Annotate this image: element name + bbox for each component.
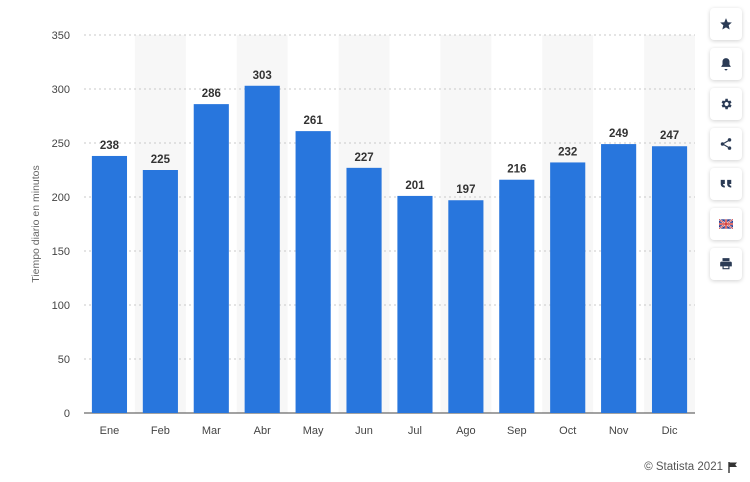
bar	[448, 200, 484, 413]
statista-credit[interactable]: © Statista 2021	[644, 461, 738, 473]
y-tick-label: 150	[52, 246, 70, 258]
data-label: 238	[100, 140, 120, 152]
bar	[651, 146, 688, 414]
bars	[91, 85, 688, 414]
data-label: 232	[558, 146, 577, 158]
data-label: 261	[304, 115, 324, 127]
notification-button[interactable]	[710, 48, 742, 80]
y-axis-label: Tiempo diario en minutos	[30, 165, 42, 283]
y-tick-label: 250	[52, 138, 70, 150]
x-tick-label: Jun	[355, 425, 373, 437]
data-label: 249	[609, 128, 628, 140]
data-label: 303	[253, 70, 272, 82]
print-button[interactable]	[710, 248, 742, 280]
settings-button[interactable]	[710, 88, 742, 120]
quote-icon	[720, 179, 732, 188]
bar	[499, 179, 535, 413]
x-tick-label: May	[303, 425, 324, 437]
bar	[295, 131, 331, 413]
credit-text: © Statista 2021	[644, 461, 723, 473]
x-tick-label: Oct	[559, 425, 576, 437]
data-labels: 238 225 286 303 261 227 201 197 216 232 249 247	[100, 70, 679, 196]
bar	[142, 170, 178, 413]
x-tick-label: Abr	[254, 425, 271, 437]
data-label: 225	[151, 154, 171, 166]
gear-icon	[721, 98, 732, 110]
y-tick-label: 50	[58, 354, 70, 366]
print-icon	[720, 258, 732, 270]
x-tick-label: Jul	[408, 425, 422, 437]
y-tick-label: 300	[52, 84, 70, 96]
bell-icon	[721, 58, 731, 71]
cite-button[interactable]	[710, 168, 742, 200]
x-axis-ticks: Ene Feb Mar Abr May Jun Jul Ago Sep Oct Nov Dic	[100, 425, 678, 437]
bar	[244, 85, 280, 413]
bar	[601, 144, 637, 413]
share-icon	[720, 138, 732, 150]
bar	[550, 162, 586, 413]
x-tick-label: Mar	[202, 425, 221, 437]
data-label: 197	[456, 184, 475, 196]
flag-icon	[728, 461, 737, 473]
favorite-button[interactable]	[710, 8, 742, 40]
bar	[91, 155, 128, 413]
x-tick-label: Ago	[456, 425, 476, 437]
y-tick-label: 200	[52, 192, 70, 204]
data-label: 227	[354, 152, 373, 164]
toolbar	[710, 8, 742, 288]
data-label: 286	[202, 88, 221, 100]
x-tick-label: Feb	[151, 425, 170, 437]
data-label: 247	[660, 130, 679, 142]
data-label: 216	[507, 164, 526, 176]
star-icon	[720, 18, 732, 30]
data-label: 201	[405, 180, 425, 192]
bar	[193, 104, 229, 414]
x-tick-label: Dic	[662, 425, 678, 437]
x-tick-label: Sep	[507, 425, 527, 437]
language-button[interactable]	[710, 208, 742, 240]
bar	[346, 167, 382, 413]
bar	[397, 195, 433, 413]
share-button[interactable]	[710, 128, 742, 160]
flag-icon	[719, 218, 733, 230]
y-axis-ticks: 0 50 100 150 200 250 300 350	[52, 30, 70, 420]
y-tick-label: 0	[64, 408, 70, 420]
y-tick-label: 350	[52, 30, 70, 42]
x-tick-label: Ene	[100, 425, 120, 437]
gridlines	[84, 34, 695, 414]
y-tick-label: 100	[52, 300, 70, 312]
x-tick-label: Nov	[609, 425, 629, 437]
